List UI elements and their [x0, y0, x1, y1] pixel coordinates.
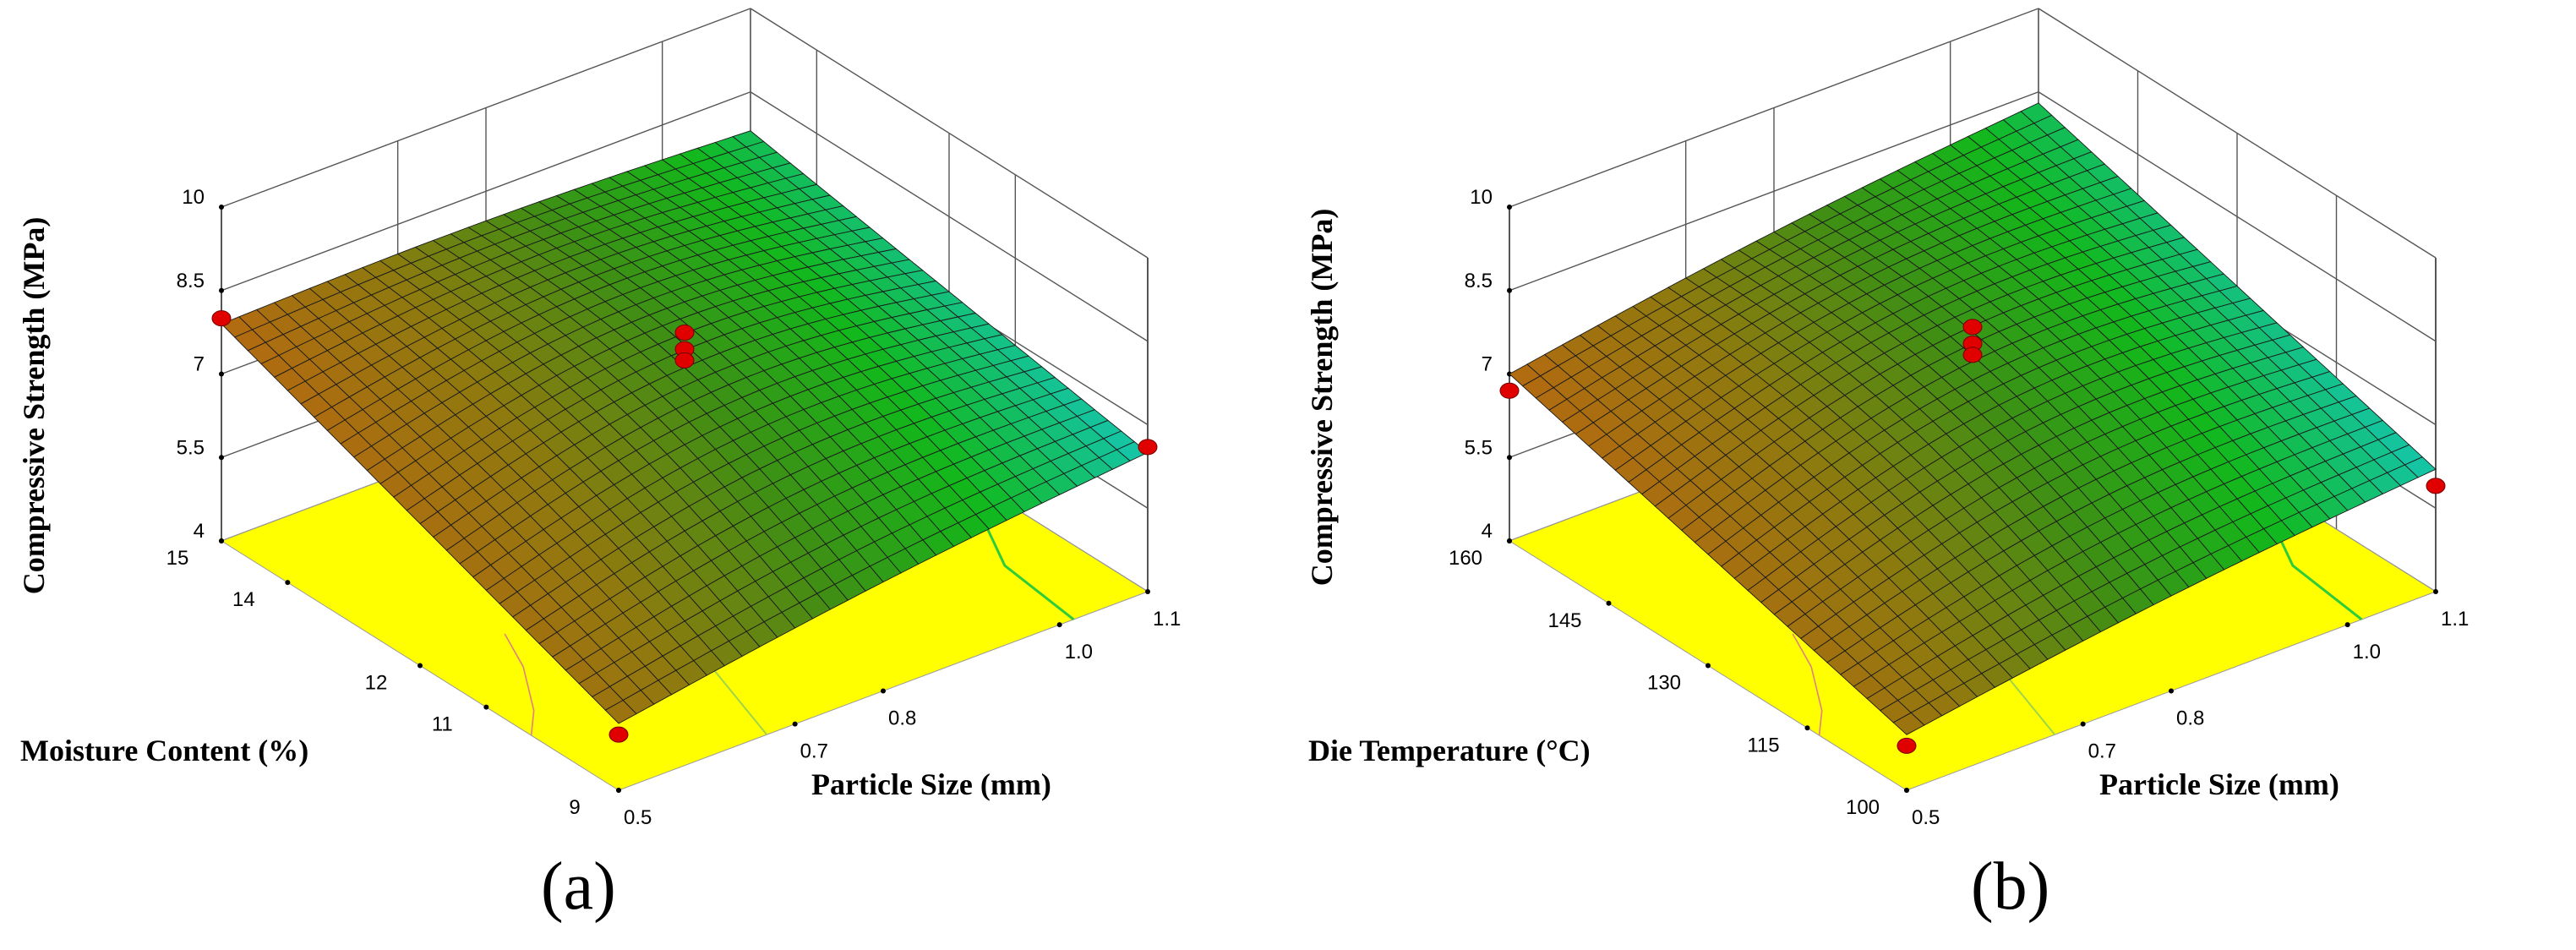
x-tick-label: 0.8	[2176, 707, 2204, 730]
design-point	[2426, 478, 2446, 494]
design-point	[1962, 347, 1983, 363]
panel-label-b: (b)	[1971, 849, 2050, 924]
design-point	[674, 325, 695, 341]
z-tick-label: 5.5	[177, 436, 205, 459]
x-tick-label: 1.0	[2353, 641, 2381, 663]
design-point	[211, 310, 232, 327]
y-axis-title: Die Temperature (°C)	[1308, 734, 1591, 767]
chart-panel-b: 0.5 0.7 0.8 1.0 1.1 100 115 130 145 160 4 5.5 7 8.5 10…	[1288, 0, 2576, 950]
z-tick-label: 8.5	[1465, 270, 1493, 292]
x-tick-label: 1.0	[1065, 641, 1093, 663]
panel-label-a: (a)	[541, 849, 616, 924]
design-point	[1897, 737, 1917, 754]
design-points	[211, 310, 1158, 743]
x-tick-label: 1.1	[1153, 608, 1181, 631]
z-tick-label: 5.5	[1465, 436, 1493, 459]
x-tick-label: 0.8	[888, 707, 916, 730]
design-point	[1962, 319, 1983, 336]
z-tick-label: 10	[182, 186, 205, 209]
z-tick-label: 10	[1470, 186, 1493, 209]
design-point	[674, 352, 695, 369]
z-tick-label: 7	[1482, 353, 1493, 376]
y-tick-label: 15	[166, 547, 189, 570]
y-tick-label: 9	[569, 796, 580, 819]
x-axis-title: Particle Size (mm)	[811, 767, 1051, 801]
x-axis-title: Particle Size (mm)	[2099, 767, 2339, 801]
x-tick-label: 0.5	[1912, 806, 1940, 829]
y-tick-label: 14	[232, 588, 255, 611]
response-surface	[221, 130, 1149, 724]
design-points	[1499, 319, 2446, 754]
chart-panel-a: 0.5 0.7 0.8 1.0 1.1 9 11 12 14 15 4 5.5 7 8.5 10 Compre…	[17, 8, 1182, 924]
design-point	[1499, 382, 1520, 399]
z-tick-label: 4	[194, 520, 205, 543]
y-tick-label: 11	[432, 713, 453, 736]
y-tick-label: 115	[1747, 734, 1779, 756]
z-tick-label: 8.5	[177, 270, 205, 292]
tick-labels: 0.5 0.7 0.8 1.0 1.1 9 11 12 14 154 5.5 7 8.5 10	[166, 186, 1182, 829]
y-tick-label: 160	[1449, 547, 1482, 570]
z-tick-label: 4	[1482, 520, 1493, 543]
surface-plot-a: 0.5 0.7 0.8 1.0 1.1 9 11 12 14 154 5.5 7 8.5 10 Compre…	[17, 8, 1182, 829]
design-point	[609, 726, 629, 743]
z-tick-label: 7	[194, 353, 205, 376]
y-tick-label: 145	[1547, 609, 1581, 632]
x-tick-label: 1.1	[2441, 608, 2469, 631]
y-tick-label: 100	[1846, 796, 1880, 819]
z-axis-title: Compressive Strength (MPa)	[17, 217, 51, 595]
x-tick-label: 0.5	[624, 806, 652, 829]
y-tick-label: 130	[1647, 672, 1681, 695]
y-tick-label: 12	[365, 672, 388, 695]
z-axis-title: Compressive Strength (MPa)	[1305, 209, 1339, 587]
y-axis-title: Moisture Content (%)	[20, 734, 308, 767]
x-tick-label: 0.7	[2088, 740, 2116, 763]
x-tick-label: 0.7	[800, 740, 828, 763]
design-point	[1138, 439, 1158, 456]
